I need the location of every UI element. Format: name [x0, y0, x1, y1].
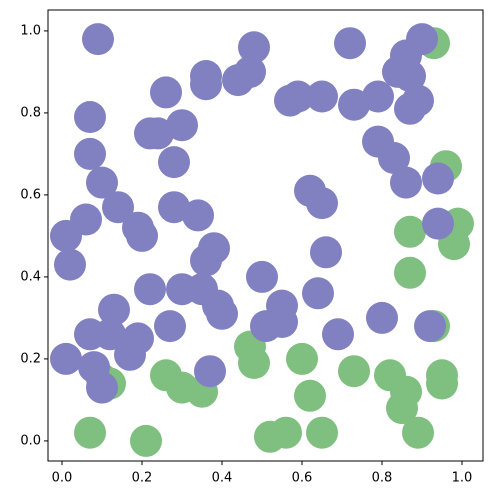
- point: [74, 416, 106, 449]
- point: [142, 117, 174, 150]
- point: [254, 420, 286, 453]
- point: [74, 101, 106, 134]
- point: [394, 92, 426, 125]
- point: [422, 162, 454, 195]
- point: [74, 137, 106, 170]
- point: [238, 347, 270, 380]
- point: [334, 27, 366, 60]
- point: [422, 207, 454, 240]
- point: [190, 68, 222, 101]
- x-tick-label: 0.8: [372, 471, 393, 486]
- point: [182, 199, 214, 232]
- point: [86, 166, 118, 199]
- point: [306, 187, 338, 220]
- point: [154, 310, 186, 343]
- point: [378, 142, 410, 175]
- point: [238, 31, 270, 64]
- point: [206, 297, 238, 330]
- point: [310, 236, 342, 269]
- x-tick-label: 0.4: [212, 471, 233, 486]
- point: [194, 355, 226, 388]
- point: [394, 256, 426, 289]
- y-tick-label: 1.0: [20, 23, 41, 38]
- point: [102, 191, 134, 224]
- point: [50, 342, 82, 375]
- point: [54, 248, 86, 281]
- point: [82, 23, 114, 56]
- plot-area: [50, 23, 474, 457]
- point: [306, 416, 338, 449]
- point: [86, 371, 118, 404]
- point: [246, 260, 278, 293]
- point: [338, 88, 370, 121]
- x-tick-label: 0.0: [52, 471, 73, 486]
- y-tick-label: 0.8: [20, 105, 41, 120]
- point: [306, 80, 338, 113]
- x-tick-label: 1.0: [452, 471, 473, 486]
- point: [114, 338, 146, 371]
- point: [402, 416, 434, 449]
- point: [366, 301, 398, 334]
- point: [94, 318, 126, 351]
- point: [338, 355, 370, 388]
- point: [394, 60, 426, 93]
- point: [130, 424, 162, 457]
- point: [134, 273, 166, 306]
- point: [266, 306, 298, 339]
- point: [414, 310, 446, 343]
- point: [394, 215, 426, 248]
- x-tick-label: 0.2: [132, 471, 153, 486]
- point: [426, 367, 458, 400]
- point: [294, 379, 326, 412]
- y-tick-label: 0.6: [20, 187, 41, 202]
- y-tick-label: 0.2: [20, 351, 41, 366]
- point: [286, 342, 318, 375]
- point: [126, 219, 158, 252]
- point: [98, 293, 130, 326]
- y-tick-label: 0.0: [20, 433, 41, 448]
- point: [222, 64, 254, 97]
- point: [190, 244, 222, 277]
- y-tick-label: 0.4: [20, 269, 41, 284]
- point: [362, 80, 394, 113]
- x-tick-label: 0.6: [292, 471, 313, 486]
- point: [274, 84, 306, 117]
- axes-frame: [47, 9, 484, 462]
- point: [166, 109, 198, 142]
- point: [302, 277, 334, 310]
- point: [158, 191, 190, 224]
- point: [386, 392, 418, 425]
- point: [390, 166, 422, 199]
- point: [158, 146, 190, 179]
- point: [150, 76, 182, 109]
- point: [322, 318, 354, 351]
- point: [50, 219, 82, 252]
